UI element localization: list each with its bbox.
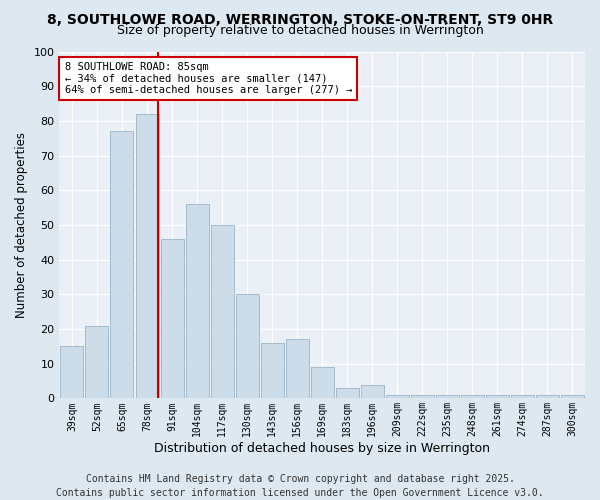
Bar bbox=[386, 395, 409, 398]
Bar bbox=[511, 395, 534, 398]
Bar bbox=[561, 395, 584, 398]
Bar bbox=[361, 384, 384, 398]
Bar bbox=[260, 343, 284, 398]
Text: Size of property relative to detached houses in Werrington: Size of property relative to detached ho… bbox=[116, 24, 484, 37]
Bar bbox=[236, 294, 259, 399]
Bar bbox=[311, 367, 334, 398]
Bar bbox=[536, 395, 559, 398]
Bar bbox=[61, 346, 83, 399]
Bar bbox=[136, 114, 158, 399]
Bar bbox=[161, 239, 184, 398]
Bar bbox=[486, 395, 509, 398]
Bar bbox=[85, 326, 109, 398]
Text: 8 SOUTHLOWE ROAD: 85sqm
← 34% of detached houses are smaller (147)
64% of semi-d: 8 SOUTHLOWE ROAD: 85sqm ← 34% of detache… bbox=[65, 62, 352, 95]
Text: 8, SOUTHLOWE ROAD, WERRINGTON, STOKE-ON-TRENT, ST9 0HR: 8, SOUTHLOWE ROAD, WERRINGTON, STOKE-ON-… bbox=[47, 12, 553, 26]
Text: Contains HM Land Registry data © Crown copyright and database right 2025.
Contai: Contains HM Land Registry data © Crown c… bbox=[56, 474, 544, 498]
Bar bbox=[110, 132, 133, 398]
Bar bbox=[286, 340, 308, 398]
Bar bbox=[336, 388, 359, 398]
Bar bbox=[185, 204, 209, 398]
Bar bbox=[411, 395, 434, 398]
Y-axis label: Number of detached properties: Number of detached properties bbox=[15, 132, 28, 318]
Bar bbox=[461, 395, 484, 398]
X-axis label: Distribution of detached houses by size in Werrington: Distribution of detached houses by size … bbox=[154, 442, 490, 455]
Bar bbox=[211, 225, 233, 398]
Bar bbox=[436, 395, 459, 398]
